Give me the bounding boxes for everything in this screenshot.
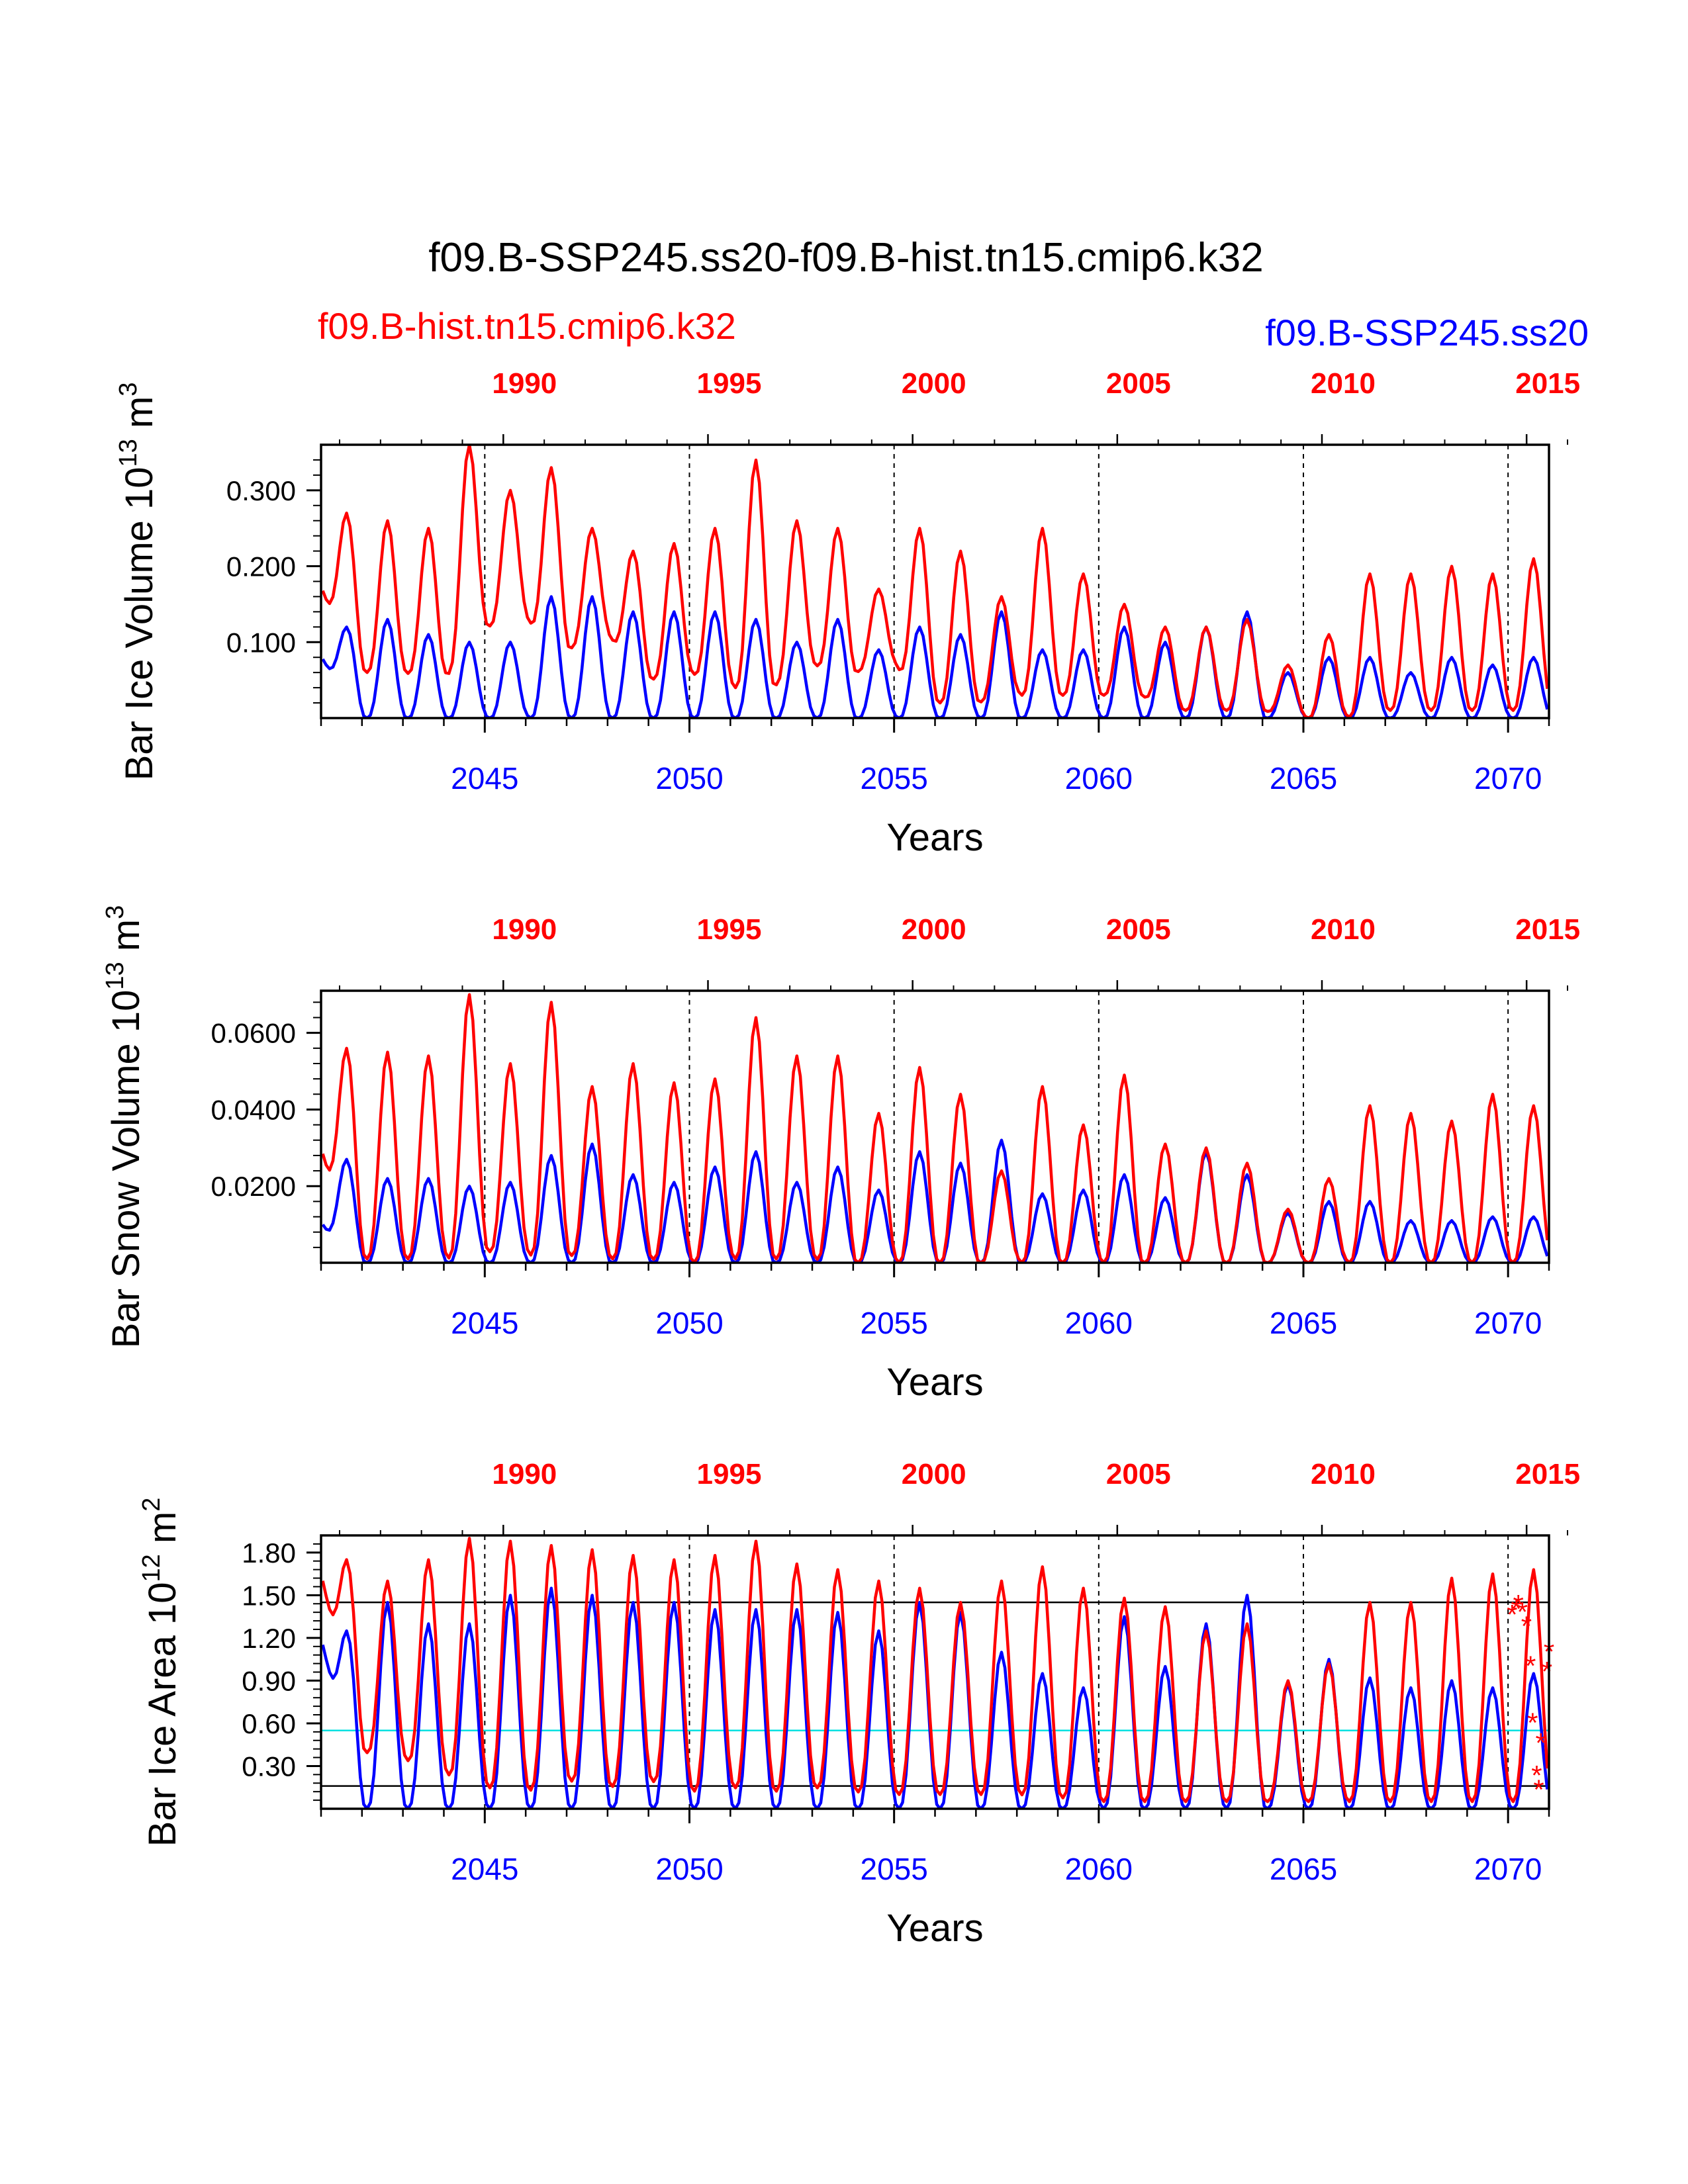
x-tick-label: 2060 (1065, 1306, 1133, 1340)
top-tick-label: 1995 (697, 1458, 762, 1490)
y-axis-title-part: 12 (138, 1554, 165, 1582)
marker-point: * (1525, 1651, 1536, 1682)
marker-point: * (1517, 1596, 1528, 1627)
x-tick-label: 2050 (655, 1306, 723, 1340)
top-tick-label: 2010 (1311, 913, 1376, 946)
y-axis-title: Bar Ice Volume 1013 m3 (115, 383, 161, 781)
y-tick-label: 1.20 (242, 1623, 296, 1654)
marker-point: * (1535, 1727, 1546, 1758)
legend-label-red: f09.B-hist.tn15.cmip6.k32 (318, 305, 736, 347)
x-axis-title: Years (886, 1361, 983, 1404)
y-axis-title-part: 3 (101, 905, 129, 919)
top-tick-label: 2005 (1106, 367, 1171, 400)
top-tick-label: 1990 (492, 913, 557, 946)
x-tick-label: 2045 (451, 1306, 518, 1340)
top-tick-label: 2000 (902, 913, 966, 946)
top-tick-label: 2010 (1311, 367, 1376, 400)
plot-area (321, 445, 1549, 718)
top-tick-label: 1990 (492, 367, 557, 400)
x-tick-label: 2060 (1065, 1852, 1133, 1886)
x-tick-label: 2050 (655, 1852, 723, 1886)
top-tick-label: 1990 (492, 1458, 557, 1490)
top-tick-label: 2010 (1311, 1458, 1376, 1490)
x-tick-label: 2060 (1065, 761, 1133, 796)
y-tick-label: 1.80 (242, 1537, 296, 1569)
top-tick-label: 2005 (1106, 1458, 1171, 1490)
y-tick-label: 0.0600 (211, 1018, 296, 1049)
y-tick-label: 0.100 (226, 627, 296, 658)
y-axis-title-part: Bar Snow Volume 10 (105, 990, 148, 1349)
plot-frame (320, 443, 1550, 719)
x-tick-label: 2070 (1474, 1852, 1542, 1886)
panel-1: 2045 2050 2055 2060 2065 2070 1990 1995 2000 2005… (115, 367, 1580, 859)
series-line (321, 445, 1549, 718)
top-tick-label: 2015 (1515, 1458, 1580, 1490)
x-tick-label: 2070 (1474, 1306, 1542, 1340)
top-tick-label: 2015 (1515, 913, 1580, 946)
y-tick-label: 0.200 (226, 551, 296, 582)
legend-label-blue: f09.B-SSP245.ss20 (1265, 312, 1589, 353)
series-line (321, 1537, 1549, 1803)
x-tick-label: 2065 (1270, 1306, 1337, 1340)
y-axis-title-part: 13 (101, 962, 129, 989)
y-axis-title-part: Bar Ice Volume 10 (118, 467, 161, 780)
y-axis-title-part: m (141, 1512, 184, 1554)
panels: 2045 2050 2055 2060 2065 2070 1990 1995 2000 2005… (101, 367, 1580, 1950)
y-axis-title-part: 2 (138, 1498, 165, 1512)
series-line (321, 993, 1549, 1263)
main-title: f09.B-SSP245.ss20-f09.B-hist.tn15.cmip6.… (428, 235, 1263, 281)
marker-point: * (1511, 1594, 1521, 1625)
top-tick-label: 2005 (1106, 913, 1171, 946)
y-tick-label: 0.0400 (211, 1094, 296, 1125)
marker-point: * (1521, 1610, 1532, 1641)
panel-2: 2045 2050 2055 2060 2065 2070 1990 1995 2000 2005… (101, 905, 1580, 1404)
y-axis-title-part: 13 (115, 439, 142, 467)
y-axis-title: Bar Ice Area 1012 m2 (138, 1498, 184, 1847)
y-tick-label: 0.300 (226, 475, 296, 506)
marker-point: * (1507, 1599, 1517, 1630)
x-tick-label: 2045 (451, 761, 518, 796)
top-tick-label: 2015 (1515, 367, 1580, 400)
x-tick-label: 2055 (860, 1306, 927, 1340)
y-axis-title-part: Bar Ice Area 10 (141, 1582, 184, 1847)
panel-3: ************2045 2050 2055 2060 2065 20701990… (138, 1458, 1580, 1950)
marker-point: * (1533, 1774, 1544, 1805)
x-tick-label: 2055 (860, 1852, 927, 1886)
marker-point: * (1531, 1760, 1542, 1791)
y-tick-label: 0.0200 (211, 1171, 296, 1202)
x-axis-title: Years (886, 1907, 983, 1950)
y-axis-title: Bar Snow Volume 1013 m3 (101, 905, 148, 1349)
plot-area (321, 1537, 1549, 1809)
top-tick-label: 1995 (697, 367, 762, 400)
x-tick-label: 2055 (860, 761, 927, 796)
top-tick-label: 1995 (697, 913, 762, 946)
top-tick-label: 2000 (902, 367, 966, 400)
y-tick-label: 0.60 (242, 1708, 296, 1739)
x-tick-label: 2045 (451, 1852, 518, 1886)
x-tick-label: 2050 (655, 761, 723, 796)
top-tick-label: 2000 (902, 1458, 966, 1490)
x-tick-label: 2070 (1474, 761, 1542, 796)
y-tick-label: 0.90 (242, 1665, 296, 1696)
y-tick-label: 0.30 (242, 1751, 296, 1782)
y-axis-title-part: 3 (115, 383, 142, 396)
x-tick-label: 2065 (1270, 1852, 1337, 1886)
marker-point: * (1513, 1589, 1523, 1620)
x-axis-title: Years (886, 816, 983, 859)
y-axis-title-part: m (118, 396, 161, 439)
plot-area (321, 993, 1549, 1263)
x-tick-label: 2065 (1270, 761, 1337, 796)
y-axis-title-part: m (105, 919, 148, 962)
y-tick-label: 1.50 (242, 1580, 296, 1611)
marker-point: * (1527, 1707, 1538, 1739)
